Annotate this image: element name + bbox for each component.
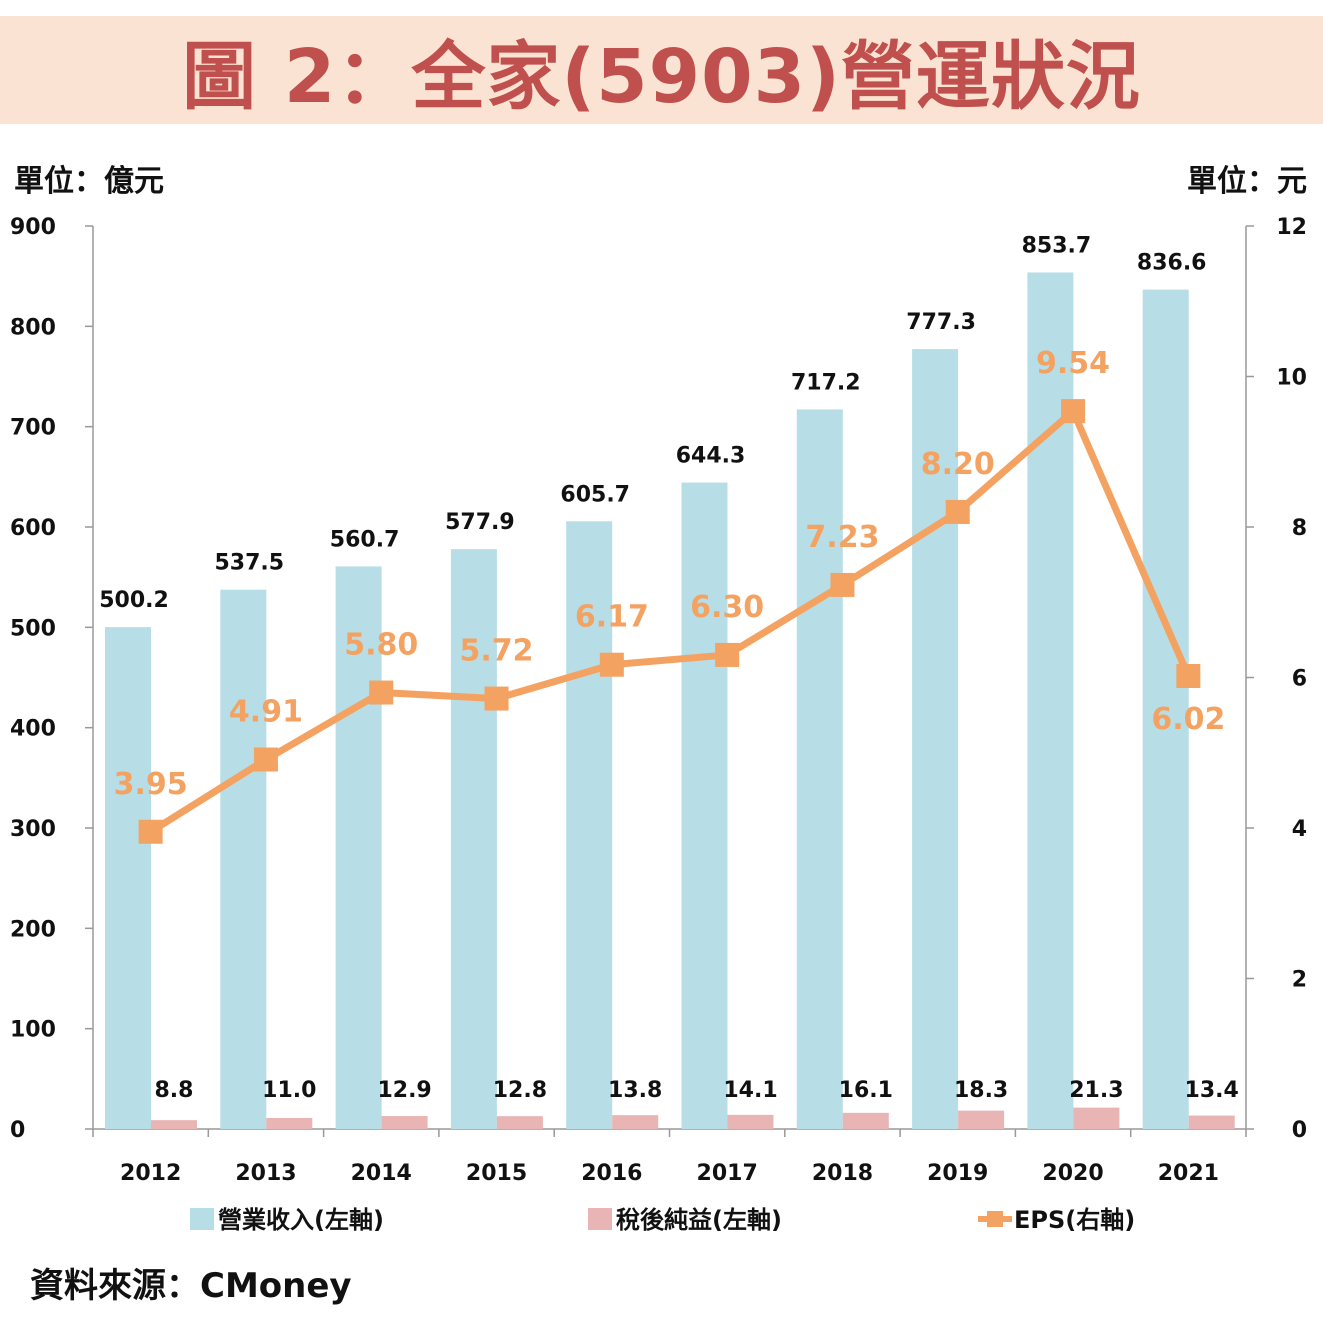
net-income-bar xyxy=(381,1116,428,1129)
eps-point xyxy=(1061,399,1086,424)
left-tick-label: 600 xyxy=(10,516,56,541)
x-tick-label: 2015 xyxy=(466,1161,527,1186)
eps-point xyxy=(138,819,163,844)
revenue-bar xyxy=(220,589,267,1129)
right-tick-label: 8 xyxy=(1292,516,1307,541)
left-tick-label: 400 xyxy=(10,717,56,742)
revenue-bar xyxy=(796,409,843,1130)
net-income-bar xyxy=(151,1120,197,1129)
revenue-bar-label: 500.2 xyxy=(99,588,169,613)
net-income-bar xyxy=(727,1114,774,1129)
legend-eps-label: EPS(右軸) xyxy=(1014,1206,1135,1234)
revenue-bar-label: 560.7 xyxy=(330,527,400,552)
revenue-bar xyxy=(912,349,959,1129)
x-tick-label: 2013 xyxy=(235,1161,296,1186)
left-tick-label: 800 xyxy=(10,315,56,340)
revenue-bar-label: 777.3 xyxy=(906,310,976,335)
right-tick-label: 0 xyxy=(1292,1118,1307,1143)
revenue-bar xyxy=(335,566,382,1129)
revenue-bar-label: 605.7 xyxy=(560,482,630,507)
eps-data-label: 9.54 xyxy=(1036,346,1110,381)
left-unit-label: 單位：億元 xyxy=(14,164,164,199)
chart-title: 圖 2：全家(5903)營運狀況 xyxy=(182,33,1141,120)
net-income-bar-label: 14.1 xyxy=(723,1078,777,1103)
net-income-bar xyxy=(1073,1107,1120,1129)
net-income-bar xyxy=(496,1116,543,1129)
revenue-bar xyxy=(681,482,728,1129)
net-income-bar-label: 12.9 xyxy=(377,1078,431,1103)
left-tick-label: 500 xyxy=(10,616,56,641)
revenue-bar-label: 577.9 xyxy=(445,510,515,535)
legend-revenue-label: 營業收入(左軸) xyxy=(218,1206,384,1234)
right-tick-label: 4 xyxy=(1292,817,1307,842)
revenue-bar-label: 717.2 xyxy=(791,370,861,395)
eps-point xyxy=(830,572,855,597)
x-tick-label: 2012 xyxy=(120,1161,181,1186)
legend-eps-marker xyxy=(987,1211,1003,1227)
revenue-bar xyxy=(566,521,613,1129)
eps-point xyxy=(715,642,740,667)
eps-point xyxy=(484,686,509,711)
source-note: 資料來源：CMoney xyxy=(30,1266,352,1306)
net-income-bar xyxy=(266,1117,313,1129)
x-tick-label: 2016 xyxy=(581,1161,642,1186)
right-tick-label: 2 xyxy=(1292,968,1307,993)
legend-net-income-label: 稅後純益(左軸) xyxy=(616,1206,782,1234)
x-tick-label: 2018 xyxy=(812,1161,873,1186)
left-tick-label: 0 xyxy=(10,1118,25,1143)
eps-data-label: 3.95 xyxy=(114,767,188,802)
net-income-bar xyxy=(612,1115,659,1129)
revenue-bar xyxy=(1142,289,1189,1129)
eps-line xyxy=(148,407,1192,835)
left-tick-label: 900 xyxy=(10,215,56,240)
net-income-bar-label: 13.4 xyxy=(1185,1078,1239,1103)
eps-point xyxy=(369,680,394,705)
right-tick-label: 6 xyxy=(1292,667,1307,692)
net-income-bar xyxy=(958,1110,1005,1129)
eps-point xyxy=(599,652,624,677)
left-tick-label: 200 xyxy=(10,917,56,942)
right-tick-label: 10 xyxy=(1276,366,1307,391)
eps-data-label: 6.17 xyxy=(575,600,649,635)
left-tick-label: 100 xyxy=(10,1018,56,1043)
x-tick-label: 2014 xyxy=(351,1161,412,1186)
net-income-bar-label: 13.8 xyxy=(608,1078,662,1103)
eps-point xyxy=(945,499,970,524)
net-income-bar-label: 12.8 xyxy=(493,1078,547,1103)
eps-data-label: 6.30 xyxy=(690,590,764,625)
eps-data-label: 8.20 xyxy=(921,447,995,482)
x-tick-label: 2019 xyxy=(927,1161,988,1186)
revenue-bar-label: 644.3 xyxy=(676,444,746,469)
net-income-bar-label: 16.1 xyxy=(839,1078,893,1103)
x-tick-label: 2020 xyxy=(1042,1161,1103,1186)
eps-point xyxy=(1176,663,1201,688)
x-tick-label: 2021 xyxy=(1158,1161,1219,1186)
eps-point xyxy=(253,747,278,772)
revenue-bar xyxy=(105,627,151,1129)
eps-data-label: 7.23 xyxy=(805,520,879,555)
revenue-bar xyxy=(450,549,497,1129)
eps-data-label: 5.80 xyxy=(344,628,418,663)
net-income-bar xyxy=(1188,1115,1235,1129)
legend-revenue-swatch xyxy=(190,1208,214,1230)
eps-data-label: 5.72 xyxy=(460,634,534,669)
right-unit-label: 單位：元 xyxy=(1187,164,1307,199)
revenue-bar-label: 537.5 xyxy=(215,551,285,576)
eps-data-label: 4.91 xyxy=(229,695,303,730)
legend-net-income-swatch xyxy=(588,1208,612,1230)
net-income-bar-label: 21.3 xyxy=(1069,1078,1123,1103)
net-income-bar-label: 18.3 xyxy=(954,1078,1008,1103)
net-income-bar xyxy=(842,1112,889,1129)
net-income-bar-label: 8.8 xyxy=(155,1078,194,1103)
revenue-bar-label: 853.7 xyxy=(1022,233,1092,258)
revenue-bar-label: 836.6 xyxy=(1137,251,1207,276)
left-tick-label: 300 xyxy=(10,817,56,842)
left-tick-label: 700 xyxy=(10,416,56,441)
net-income-bar-label: 11.0 xyxy=(262,1078,316,1103)
x-tick-label: 2017 xyxy=(697,1161,758,1186)
right-tick-label: 12 xyxy=(1276,215,1307,240)
eps-data-label: 6.02 xyxy=(1151,702,1225,737)
title-band: 圖 2：全家(5903)營運狀況 xyxy=(0,16,1323,124)
